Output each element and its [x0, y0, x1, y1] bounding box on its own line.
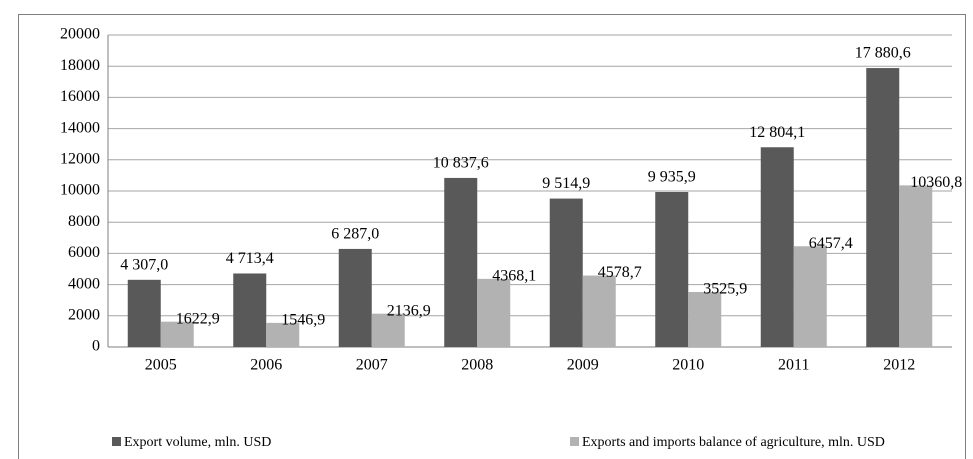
chart-border [18, 14, 966, 459]
legend-label: Export volume, mln. USD [124, 435, 271, 450]
bar [338, 248, 372, 347]
bar [371, 313, 405, 347]
data-label: 1622,9 [176, 310, 220, 327]
y-tick-label: 12000 [60, 150, 100, 167]
y-tick-label: 14000 [60, 119, 100, 136]
y-tick-label: 16000 [60, 88, 100, 105]
y-tick-label: 18000 [60, 57, 100, 74]
data-label: 4 713,4 [226, 250, 274, 267]
bar [127, 279, 161, 347]
bar [444, 177, 478, 347]
x-tick-label: 2005 [145, 357, 177, 374]
bar [266, 322, 300, 347]
bar [233, 273, 267, 347]
y-tick-label: 10000 [60, 182, 100, 199]
data-label: 9 935,9 [648, 169, 696, 186]
x-tick-label: 2007 [356, 357, 388, 374]
y-tick-label: 6000 [68, 244, 100, 261]
data-label: 2136,9 [387, 302, 431, 319]
bar [582, 275, 616, 347]
x-tick-label: 2012 [883, 357, 915, 374]
data-label: 6457,4 [809, 235, 853, 252]
x-tick-label: 2011 [778, 357, 809, 374]
bar [688, 291, 722, 347]
data-label: 10 837,6 [433, 155, 489, 172]
x-tick-label: 2008 [461, 357, 493, 374]
y-tick-label: 8000 [68, 213, 100, 230]
bar [549, 198, 583, 347]
data-label: 4 307,0 [120, 256, 168, 273]
data-label: 17 880,6 [855, 45, 911, 62]
legend-swatch [570, 437, 579, 446]
bar [760, 147, 794, 347]
bar [793, 246, 827, 347]
bar [655, 191, 689, 347]
data-label: 1546,9 [281, 312, 325, 329]
legend-label: Exports and imports balance of agricultu… [582, 435, 885, 450]
bar [160, 321, 194, 347]
legend-swatch [112, 437, 121, 446]
data-label: 10360,8 [910, 174, 962, 191]
y-tick-label: 4000 [68, 275, 100, 292]
data-label: 4578,7 [598, 264, 642, 281]
x-tick-label: 2010 [672, 357, 704, 374]
bar [477, 278, 511, 347]
data-label: 3525,9 [703, 281, 747, 298]
y-tick-label: 2000 [68, 306, 100, 323]
x-tick-label: 2009 [567, 357, 599, 374]
data-label: 9 514,9 [542, 175, 590, 192]
y-tick-label: 0 [92, 338, 100, 355]
bar [899, 185, 933, 347]
bar [866, 68, 900, 348]
data-label: 6 287,0 [331, 226, 379, 243]
data-label: 12 804,1 [749, 124, 805, 141]
x-tick-label: 2006 [250, 357, 282, 374]
data-label: 4368,1 [492, 268, 536, 285]
y-tick-label: 20000 [60, 26, 100, 43]
